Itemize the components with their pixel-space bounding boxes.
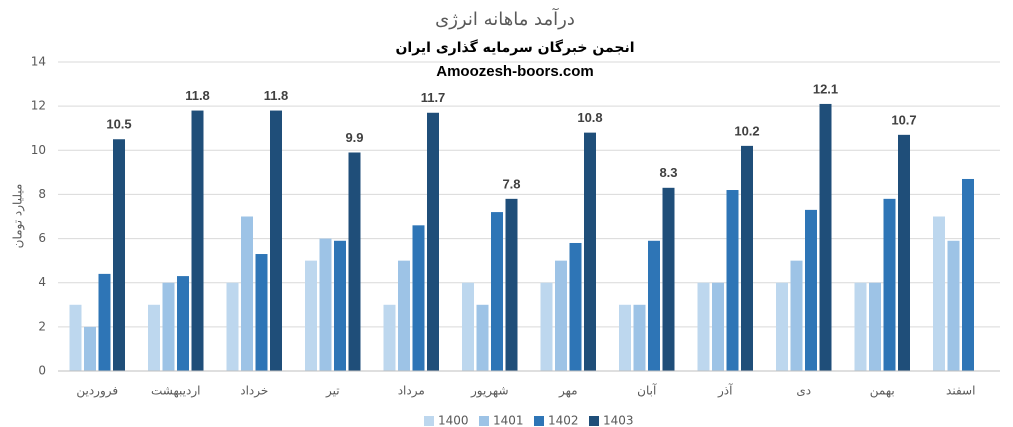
legend-label: 1401 xyxy=(493,414,524,427)
bar xyxy=(398,260,410,371)
data-label: 10.5 xyxy=(106,117,131,132)
data-label: 9.9 xyxy=(345,130,363,145)
y-tick-label: 8 xyxy=(38,187,46,201)
annotation: Amoozesh-boors.com xyxy=(436,63,594,80)
bar xyxy=(383,304,396,371)
bar xyxy=(898,134,910,371)
y-tick-label: 14 xyxy=(31,55,46,69)
legend-label: 1403 xyxy=(603,414,634,427)
bar xyxy=(255,254,268,371)
x-tick-label: تیر xyxy=(325,384,340,399)
bar xyxy=(98,273,111,371)
bar xyxy=(869,282,881,371)
data-label: 11.8 xyxy=(185,88,210,103)
x-tick-label: مرداد xyxy=(398,384,425,399)
data-label: 7.8 xyxy=(502,176,520,191)
bar xyxy=(69,304,82,371)
x-tick-label: آذر xyxy=(717,383,733,399)
bar xyxy=(84,326,96,371)
data-label: 10.7 xyxy=(891,112,916,127)
x-tick-label: اسفند xyxy=(946,384,975,398)
bar xyxy=(191,110,204,372)
bar xyxy=(648,240,660,371)
legend-label: 1402 xyxy=(548,414,579,427)
bar xyxy=(226,282,239,371)
bar xyxy=(491,212,503,371)
x-tick-label: بهمن xyxy=(870,384,895,399)
x-tick-label: فروردین xyxy=(76,384,118,399)
bar xyxy=(697,282,710,371)
y-axis-label: میلیارد تومان xyxy=(11,184,26,249)
chart-title: درآمد ماهانه انرژی xyxy=(435,7,575,30)
bar xyxy=(947,240,960,371)
data-label: 10.2 xyxy=(734,123,759,138)
bar xyxy=(805,209,817,371)
chart-subtitle: انجمن خبرگان سرمایه گذاری ایران xyxy=(395,39,634,56)
bar xyxy=(412,225,425,371)
bar xyxy=(334,240,346,371)
legend-swatch xyxy=(534,416,544,426)
bar xyxy=(854,282,867,371)
y-tick-label: 12 xyxy=(31,99,46,113)
bar xyxy=(148,304,160,371)
bar xyxy=(883,198,896,371)
y-tick-label: 6 xyxy=(38,231,46,245)
legend-label: 1400 xyxy=(438,414,469,427)
bar xyxy=(633,304,646,371)
bar xyxy=(555,260,567,371)
bar xyxy=(505,198,518,371)
x-tick-label: خرداد xyxy=(240,384,268,399)
x-tick-label: شهریور xyxy=(470,384,509,399)
bar xyxy=(790,260,803,371)
data-label: 12.1 xyxy=(813,81,838,96)
bar xyxy=(462,282,474,371)
bar xyxy=(427,112,439,371)
bar xyxy=(177,276,189,371)
x-tick-label: اردیبهشت xyxy=(151,384,200,399)
bar xyxy=(776,282,788,371)
bar xyxy=(348,152,361,371)
bar xyxy=(584,132,596,371)
bar xyxy=(962,178,974,371)
data-label: 11.8 xyxy=(264,88,289,103)
bar xyxy=(819,103,832,371)
bar xyxy=(476,304,489,371)
bar xyxy=(741,145,753,371)
bar xyxy=(619,304,631,371)
x-tick-label: آبان xyxy=(637,383,657,398)
bar xyxy=(305,260,317,371)
bar xyxy=(241,216,253,371)
y-tick-label: 0 xyxy=(38,364,46,378)
legend-swatch xyxy=(589,416,599,426)
y-tick-label: 10 xyxy=(31,143,46,157)
data-label: 8.3 xyxy=(659,165,677,180)
bar xyxy=(162,282,175,371)
bar xyxy=(270,110,282,372)
bar xyxy=(726,190,739,371)
x-tick-label: مهر xyxy=(558,384,578,399)
y-tick-label: 4 xyxy=(38,275,46,289)
bar xyxy=(712,282,724,371)
bar xyxy=(319,238,332,371)
data-label: 10.8 xyxy=(577,110,602,125)
bar xyxy=(113,139,125,371)
bar xyxy=(662,187,675,371)
bar xyxy=(933,216,945,371)
legend-swatch xyxy=(479,416,489,426)
y-tick-label: 2 xyxy=(38,319,46,333)
legend-swatch xyxy=(424,416,434,426)
bar xyxy=(540,282,553,371)
bar xyxy=(569,242,582,371)
x-tick-label: دی xyxy=(796,384,811,398)
data-label: 11.7 xyxy=(421,90,446,105)
